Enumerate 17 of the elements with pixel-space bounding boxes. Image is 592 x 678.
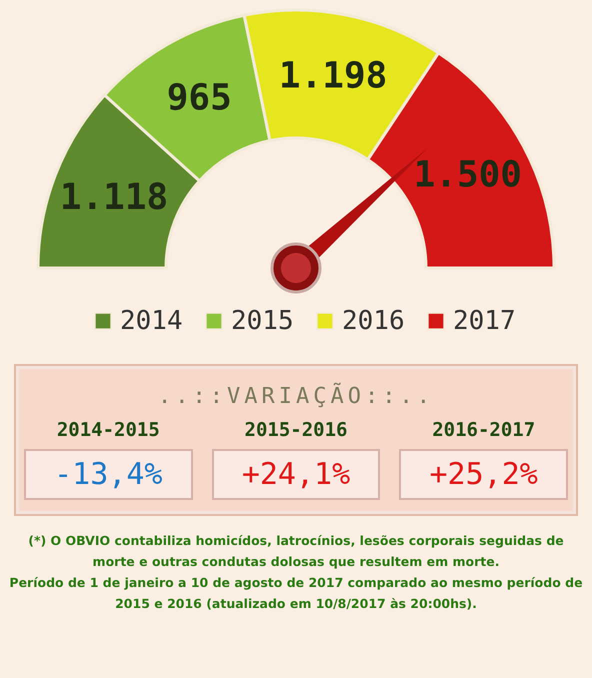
data-label: +25,2%: [399, 449, 568, 500]
category-label: 2014-2015: [56, 419, 161, 441]
legend-label: 2014: [120, 306, 183, 336]
category-label: 2016-2017: [431, 419, 536, 441]
data-label: -13,4%: [24, 449, 193, 500]
data-label: 1.500: [414, 154, 522, 196]
category-label: 2015-2016: [244, 419, 348, 441]
text: ..::VARIAÇÃO::..: [157, 384, 435, 409]
data-label: 965: [166, 78, 232, 119]
legend-label: 2016: [342, 306, 405, 336]
text: (*) O OBVIO contabiliza homicídos, latrocínios, lesões corporais seguidas de morte e outras condutas dolosas que resultem em morte.: [27, 532, 565, 571]
legend-label: 2015: [231, 306, 294, 336]
data-label: +24,1%: [212, 449, 380, 500]
data-label: 1.118: [60, 176, 168, 218]
data-label: 1.198: [278, 56, 388, 97]
legend-label: 2017: [453, 306, 516, 336]
text: Período de 1 de janeiro a 10 de agosto de 2017 comparado ao mesmo período de 2015 e 2016 (atualizado em 10/8/2017 às 20:00hs).: [8, 574, 584, 613]
